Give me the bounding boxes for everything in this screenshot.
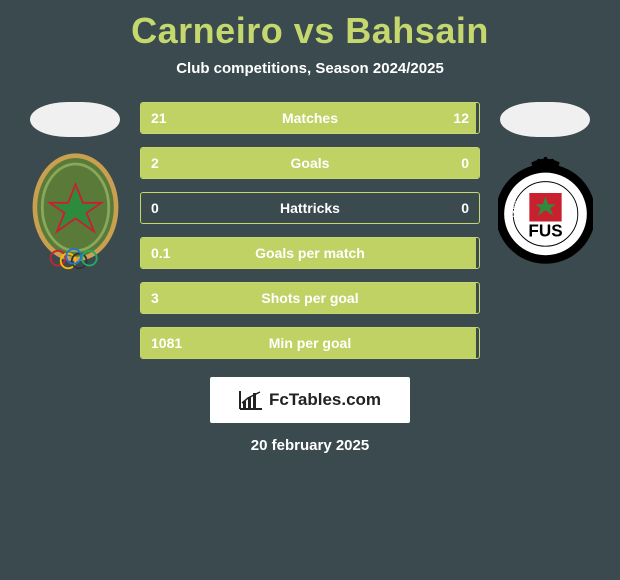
stat-row: 21Matches12 [140,102,480,134]
stat-row: 1081Min per goal [140,327,480,359]
stat-label: Matches [141,103,479,133]
player-right-silhouette [500,102,590,137]
vs-word: vs [294,10,335,51]
club-crest-left [28,152,123,272]
page-title: Carneiro vs Bahsain [0,0,620,52]
chart-icon [239,390,263,410]
club-crest-right: FUS الفتح [498,152,593,272]
player-right-name: Bahsain [345,10,489,51]
left-club-column [25,102,125,272]
right-club-column: FUS الفتح [495,102,595,272]
stat-label: Goals [141,148,479,178]
stat-value-right: 0 [461,193,469,223]
snapshot-date: 20 february 2025 [0,437,620,454]
stats-list: 21Matches122Goals00Hattricks00.1Goals pe… [140,102,480,359]
subtitle: Club competitions, Season 2024/2025 [0,60,620,77]
stat-label: Hattricks [141,193,479,223]
stat-row: 3Shots per goal [140,282,480,314]
stat-label: Goals per match [141,238,479,268]
stat-row: 0.1Goals per match [140,237,480,269]
stat-row: 0Hattricks0 [140,192,480,224]
attribution-badge: FcTables.com [210,377,410,423]
stat-value-right: 12 [453,103,469,133]
svg-text:FUS: FUS [528,222,562,241]
stat-label: Min per goal [141,328,479,358]
comparison-panel: 21Matches122Goals00Hattricks00.1Goals pe… [0,102,620,359]
stat-label: Shots per goal [141,283,479,313]
attribution-text: FcTables.com [269,390,381,410]
stat-row: 2Goals0 [140,147,480,179]
player-left-silhouette [30,102,120,137]
stat-value-right: 0 [461,148,469,178]
player-left-name: Carneiro [131,10,283,51]
